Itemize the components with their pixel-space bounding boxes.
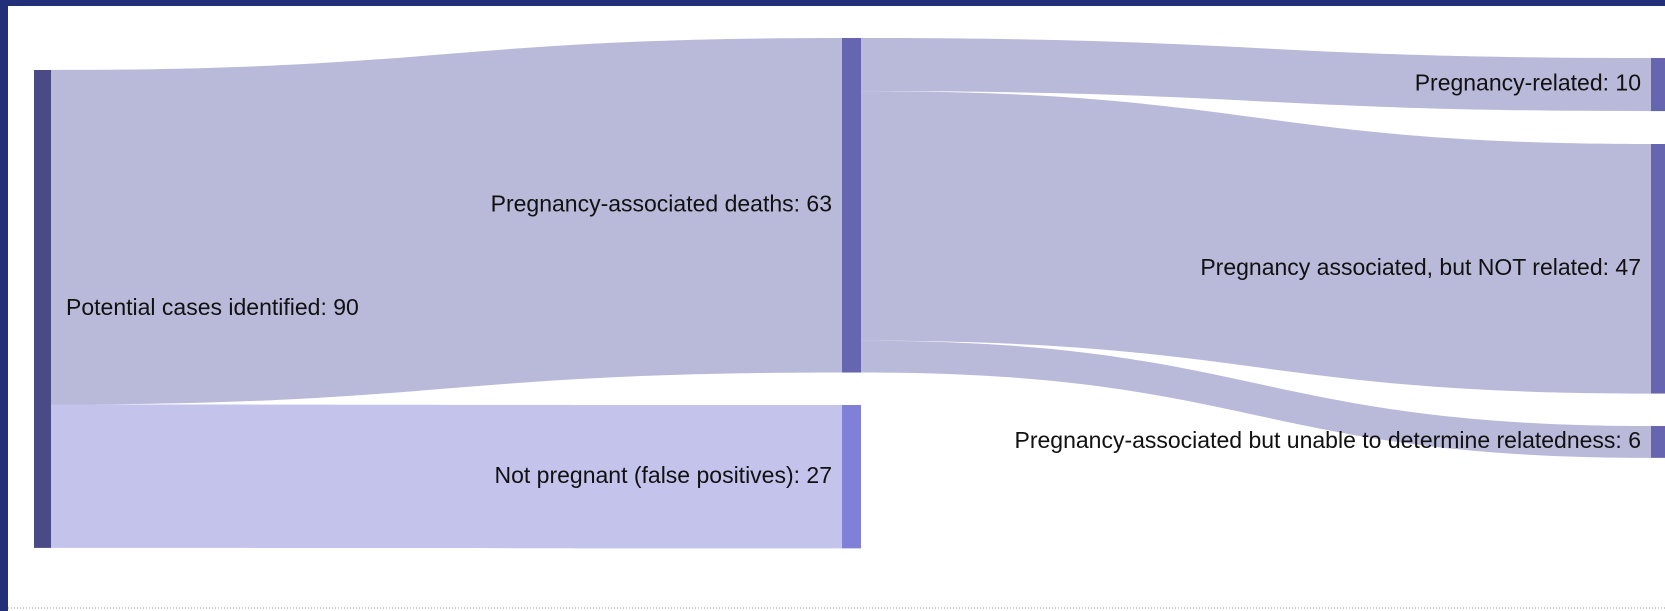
top-border <box>0 0 1665 6</box>
node-label: Potential cases identified: 90 <box>66 294 359 320</box>
link <box>861 340 1651 458</box>
node <box>1651 58 1665 112</box>
node-label: Pregnancy-associated deaths: 63 <box>491 190 832 216</box>
link <box>51 404 842 549</box>
node <box>1651 144 1665 394</box>
nodes: Potential cases identified: 90 Pregnancy-… <box>34 38 1665 549</box>
link <box>861 38 1651 112</box>
node <box>1651 426 1665 458</box>
node <box>842 38 861 373</box>
node-label: Pregnancy-related: 10 <box>1415 70 1641 96</box>
left-border <box>0 0 8 611</box>
link <box>861 91 1651 394</box>
link <box>51 38 842 405</box>
links <box>51 38 1651 549</box>
node-label: Pregnancy associated, but NOT related: 4… <box>1200 254 1641 280</box>
node-label: Pregnancy-associated but unable to deter… <box>1014 427 1641 453</box>
node <box>34 70 51 548</box>
node-label: Not pregnant (false positives): 27 <box>494 462 832 488</box>
node <box>842 405 861 549</box>
